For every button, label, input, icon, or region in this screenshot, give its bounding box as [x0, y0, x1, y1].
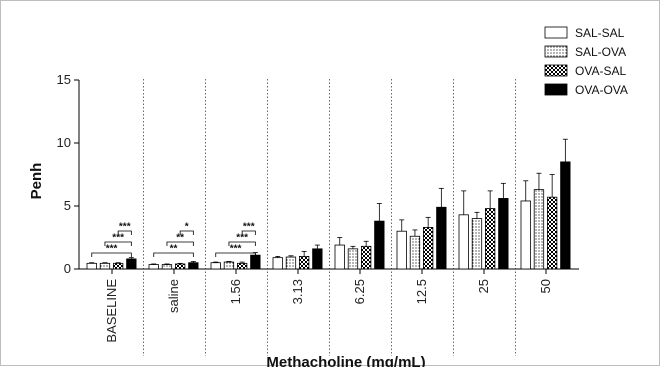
x-tick-label: 25	[476, 279, 491, 293]
legend-swatch	[544, 64, 568, 77]
bar	[223, 261, 235, 270]
significance-bracket	[91, 252, 132, 257]
legend-swatch	[544, 45, 568, 58]
bar	[396, 230, 407, 270]
x-tick-label: 12.5	[414, 279, 429, 304]
x-tick-label: 50	[538, 279, 553, 293]
x-tick-label: BASELINE	[104, 279, 119, 343]
bar	[436, 206, 447, 270]
bar	[312, 248, 323, 270]
y-tick-label: 15	[57, 72, 71, 87]
significance-bracket	[241, 230, 256, 235]
significance-brackets: ***********************	[91, 222, 256, 257]
legend-swatch	[544, 26, 568, 39]
bar	[347, 248, 359, 270]
significance-bracket	[153, 252, 194, 257]
significance-bracket	[215, 252, 256, 257]
legend-label: SAL-OVA	[575, 45, 626, 59]
y-tick-label: 5	[64, 198, 71, 213]
bar	[334, 244, 345, 270]
x-tick-label: saline	[166, 279, 181, 313]
bar	[360, 245, 372, 270]
bar	[236, 262, 248, 270]
bar	[547, 196, 558, 270]
significance-label: **	[176, 233, 184, 244]
bar	[86, 262, 97, 270]
bars	[86, 138, 571, 270]
y-tick-label: 10	[57, 135, 71, 150]
bar	[422, 227, 434, 270]
bar	[285, 256, 297, 270]
legend-swatch	[544, 83, 568, 96]
significance-label: **	[170, 244, 178, 255]
bar	[409, 235, 421, 270]
bar	[458, 214, 469, 270]
significance-bracket	[179, 230, 194, 235]
bar	[126, 258, 137, 270]
significance-label: ***	[106, 244, 118, 255]
bar	[560, 161, 571, 270]
legend-label: SAL-SAL	[575, 26, 625, 40]
bar	[272, 257, 283, 270]
bar	[174, 263, 186, 270]
axes: 0 5 10 15 BASELINE saline 1.56 3.13 6.25 12.5 25 50	[57, 72, 579, 343]
bar	[471, 218, 483, 270]
y-tick-label: 0	[64, 261, 71, 276]
legend-label: OVA-OVA	[575, 83, 628, 97]
group-separators	[143, 79, 516, 356]
significance-label: ***	[119, 222, 131, 233]
significance-bracket	[104, 241, 132, 246]
x-tick-label: 1.56	[228, 279, 243, 304]
bar	[148, 264, 159, 270]
x-axis-title: Methacholine (mg/mL)	[266, 354, 425, 367]
bar	[99, 262, 111, 270]
significance-bracket	[228, 241, 256, 246]
legend: SAL-SAL SAL-OVA OVA-SAL OVA-OVA	[544, 26, 628, 97]
legend-label: OVA-SAL	[575, 64, 626, 78]
significance-bracket	[166, 241, 194, 246]
bar	[520, 200, 531, 270]
bar	[484, 208, 496, 270]
y-axis-title: Penh	[28, 163, 45, 200]
bar	[210, 262, 221, 270]
bar	[250, 254, 261, 270]
x-tick-label: 6.25	[352, 279, 367, 304]
bar	[533, 189, 545, 270]
significance-label: ***	[230, 244, 242, 255]
bar	[113, 262, 124, 270]
significance-label: *	[185, 222, 189, 233]
bar	[298, 255, 310, 270]
significance-bracket	[117, 230, 132, 235]
significance-label: ***	[112, 233, 124, 244]
x-tick-label: 3.13	[290, 279, 305, 304]
bar	[161, 264, 173, 270]
bar	[498, 198, 509, 270]
significance-label: ***	[236, 233, 248, 244]
bar	[374, 220, 385, 270]
significance-label: ***	[243, 222, 255, 233]
bar	[188, 262, 199, 270]
